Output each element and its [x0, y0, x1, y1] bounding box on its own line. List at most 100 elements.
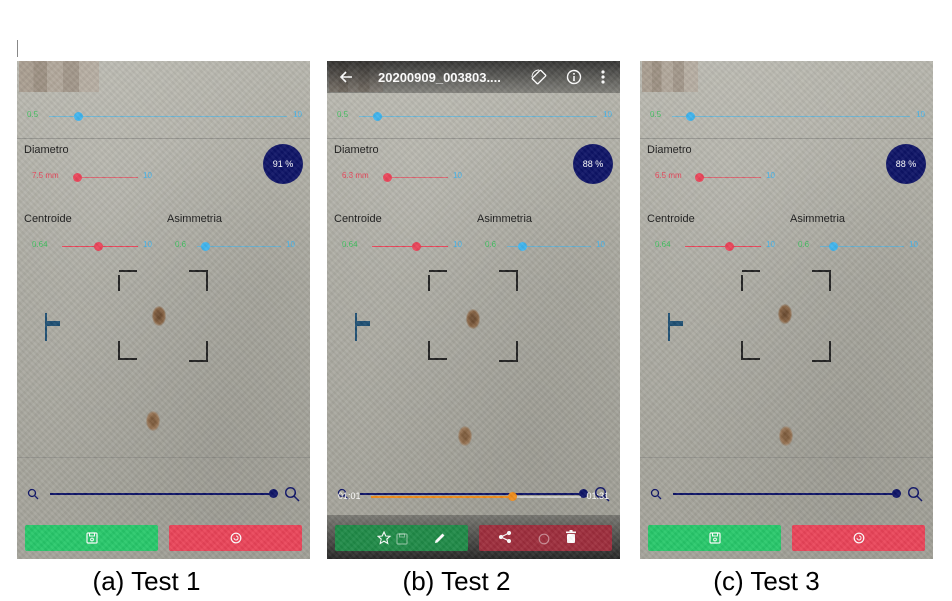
skin-spot [466, 309, 480, 329]
threshold-slider[interactable]: 0.5 10 [27, 110, 302, 123]
seek-knob[interactable] [507, 492, 517, 501]
focus-frame [741, 270, 831, 362]
slider-max-value: 10 [916, 110, 925, 119]
threshold-slider[interactable]: 0.5 10 [650, 110, 925, 123]
more-vert-icon[interactable] [600, 69, 606, 85]
marker-pin-icon [355, 313, 370, 341]
slider-min-value: 0.5 [650, 110, 662, 119]
save-button[interactable] [25, 525, 158, 551]
share-icon[interactable] [498, 530, 512, 544]
zoom-control [17, 485, 310, 503]
reset-button[interactable] [792, 525, 925, 551]
asimmetria-slider[interactable]: 0.6 10 [798, 240, 918, 253]
blurred-thumbnail [642, 61, 698, 92]
slider-knob[interactable] [518, 242, 527, 251]
diametro-slider[interactable]: 6.3 mm 10 [342, 171, 462, 184]
slider-max-value: 10 [143, 171, 152, 180]
slider-max-value: 10 [453, 171, 462, 180]
zoom-in-icon[interactable] [907, 486, 923, 502]
slider-knob[interactable] [373, 112, 382, 121]
score-badge: 88 % [573, 144, 613, 184]
slider-track [372, 246, 448, 247]
slider-knob[interactable] [74, 112, 83, 121]
zoom-out-icon[interactable] [337, 488, 349, 500]
skin-spot [152, 306, 166, 326]
zoom-knob[interactable] [892, 489, 901, 498]
zoom-in-icon[interactable] [594, 486, 610, 502]
slider-min-value: 0.5 [337, 110, 349, 119]
slider-knob[interactable] [412, 242, 421, 251]
threshold-slider[interactable]: 0.5 10 [337, 110, 612, 123]
zoom-knob[interactable] [269, 489, 278, 498]
slider-track [386, 177, 448, 178]
centroide-label: Centroide [334, 213, 382, 225]
viewer-top-bar: 20200909_003803.... [327, 61, 620, 93]
zoom-out-icon[interactable] [27, 488, 39, 500]
slider-knob[interactable] [73, 173, 82, 182]
score-badge: 91 % [263, 144, 303, 184]
divider [17, 457, 310, 458]
save-button[interactable] [335, 525, 468, 551]
slider-track [49, 116, 287, 117]
slider-track [672, 116, 910, 117]
screenshot-test-1: 0.5 10 Diametro 91 % 7.5 mm 10 Centroide… [17, 61, 310, 559]
zoom-out-icon[interactable] [650, 488, 662, 500]
slider-knob[interactable] [725, 242, 734, 251]
zoom-track[interactable] [673, 493, 897, 495]
star-icon[interactable] [377, 531, 391, 545]
slider-track [820, 246, 904, 247]
screenshot-test-2: 20200909_003803.... 0.5 10 Diametro 88 %… [327, 61, 620, 559]
slider-max-value: 10 [766, 171, 775, 180]
rotate-icon[interactable] [530, 68, 548, 86]
slider-max-value: 10 [909, 240, 918, 249]
zoom-knob[interactable] [579, 489, 588, 498]
back-arrow-icon[interactable] [339, 70, 353, 84]
reset-button[interactable] [479, 525, 612, 551]
zoom-in-icon[interactable] [284, 486, 300, 502]
zoom-track[interactable] [50, 493, 274, 495]
score-badge: 88 % [886, 144, 926, 184]
slider-min-value: 7.5 mm [32, 171, 59, 180]
asimmetria-slider[interactable]: 0.6 10 [175, 240, 295, 253]
slider-max-value: 10 [143, 240, 152, 249]
diametro-slider[interactable]: 7.5 mm 10 [32, 171, 152, 184]
slider-track [359, 116, 597, 117]
info-icon[interactable] [566, 69, 582, 85]
slider-knob[interactable] [829, 242, 838, 251]
slider-track [507, 246, 591, 247]
slider-knob[interactable] [686, 112, 695, 121]
centroide-slider[interactable]: 0.64 10 [342, 240, 462, 253]
slider-min-value: 0.6 [485, 240, 497, 249]
slider-knob[interactable] [383, 173, 392, 182]
slider-max-value: 10 [293, 110, 302, 119]
slider-max-value: 10 [603, 110, 612, 119]
delete-icon[interactable] [565, 530, 577, 544]
slider-min-value: 6.5 mm [655, 171, 682, 180]
reset-button[interactable] [169, 525, 302, 551]
diametro-label: Diametro [24, 144, 69, 156]
zoom-track[interactable] [360, 493, 584, 495]
slider-min-value: 0.6 [175, 240, 187, 249]
slider-min-value: 0.64 [342, 240, 358, 249]
diametro-slider[interactable]: 6.5 mm 10 [655, 171, 775, 184]
video-total-time: 01:31 [586, 491, 609, 501]
slider-track [76, 177, 138, 178]
asimmetria-slider[interactable]: 0.6 10 [485, 240, 605, 253]
marker-pin-icon [45, 313, 60, 341]
slider-track [685, 246, 761, 247]
skin-spot [458, 426, 472, 446]
slider-max-value: 10 [286, 240, 295, 249]
slider-min-value: 0.64 [32, 240, 48, 249]
seek-progress [371, 496, 512, 498]
slider-max-value: 10 [453, 240, 462, 249]
save-button[interactable] [648, 525, 781, 551]
slider-knob[interactable] [94, 242, 103, 251]
centroide-slider[interactable]: 0.64 10 [655, 240, 775, 253]
slider-knob[interactable] [201, 242, 210, 251]
screenshot-test-3: 0.5 10 Diametro 88 % 6.5 mm 10 Centroide… [640, 61, 933, 559]
edit-icon[interactable] [433, 531, 447, 545]
text-cursor [17, 40, 18, 57]
centroide-slider[interactable]: 0.64 10 [32, 240, 152, 253]
video-seekbar[interactable]: 01:01 01:31 [327, 489, 620, 503]
slider-knob[interactable] [695, 173, 704, 182]
